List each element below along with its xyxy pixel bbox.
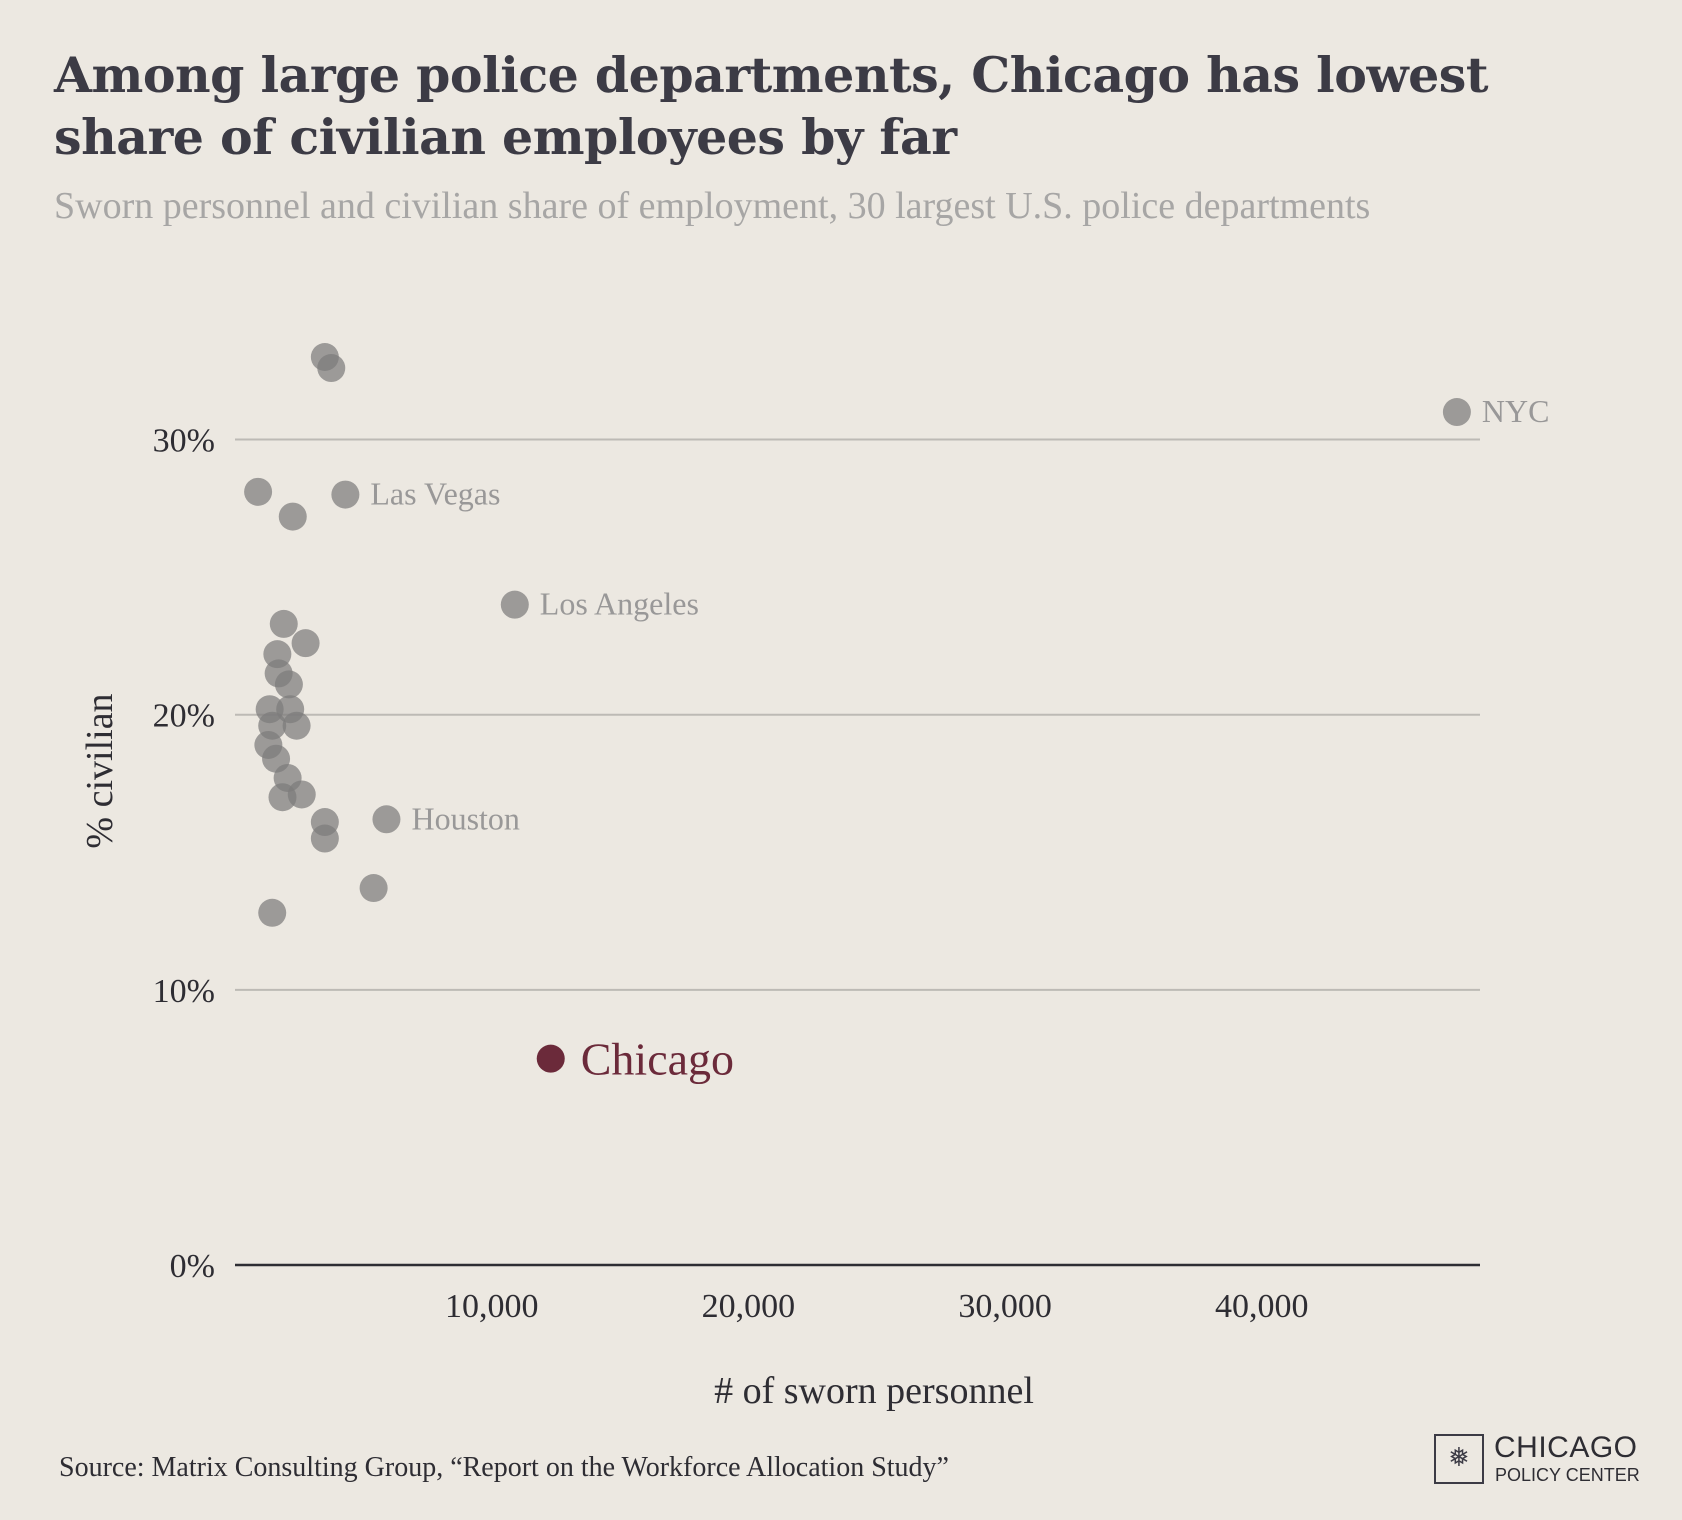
data-point-highlight <box>536 1044 565 1073</box>
y-tick-label: 30% <box>153 423 215 460</box>
point-label: Los Angeles <box>540 586 699 622</box>
chicago-policy-center-logo: ❅ CHICAGO POLICY CENTER <box>1434 1432 1664 1488</box>
tick-layer: 0% 10% 20% 30% 10,000 20,000 30,000 40,000 <box>153 423 1309 1325</box>
y-axis-title: % civilian <box>79 693 121 848</box>
data-point <box>278 502 307 531</box>
data-point <box>310 824 339 853</box>
source-note: Source: Matrix Consulting Group, “Report… <box>59 1452 949 1483</box>
label-layer: NYC Las Vegas Los Angeles Houston Chicago <box>370 393 1549 1085</box>
y-tick-label: 20% <box>153 698 215 735</box>
data-point <box>269 609 298 638</box>
x-tick-label: 20,000 <box>702 1288 796 1325</box>
y-tick-label: 10% <box>153 973 215 1010</box>
logo-line-2: POLICY CENTER <box>1495 1465 1640 1485</box>
point-label: Las Vegas <box>370 476 500 512</box>
logo-line-1: CHICAGO <box>1494 1431 1638 1464</box>
chart-title: Among large police departments, Chicago … <box>54 46 1489 166</box>
data-point <box>282 711 311 740</box>
data-point <box>359 874 388 903</box>
data-point <box>317 354 346 383</box>
phoenix-emblem-icon: ❅ <box>1434 1434 1484 1484</box>
data-point <box>1442 398 1471 427</box>
data-point <box>291 629 320 658</box>
chart-subtitle: Sworn personnel and civilian share of em… <box>54 185 1371 227</box>
data-point <box>372 805 401 834</box>
point-layer <box>244 343 1471 1073</box>
x-tick-label: 30,000 <box>958 1288 1052 1325</box>
x-axis-title: # of sworn personnel <box>714 1370 1034 1412</box>
data-point <box>331 480 360 509</box>
data-point <box>274 670 303 699</box>
data-point <box>244 477 273 506</box>
x-tick-label: 10,000 <box>445 1288 539 1325</box>
point-label: Houston <box>411 800 519 836</box>
x-tick-label: 40,000 <box>1215 1288 1309 1325</box>
data-point <box>268 783 297 812</box>
point-label: NYC <box>1482 393 1550 429</box>
data-point <box>500 590 529 619</box>
point-label: Chicago <box>581 1034 734 1085</box>
data-point <box>258 898 287 927</box>
y-tick-label: 0% <box>170 1248 215 1285</box>
grid-layer <box>235 438 1480 1267</box>
